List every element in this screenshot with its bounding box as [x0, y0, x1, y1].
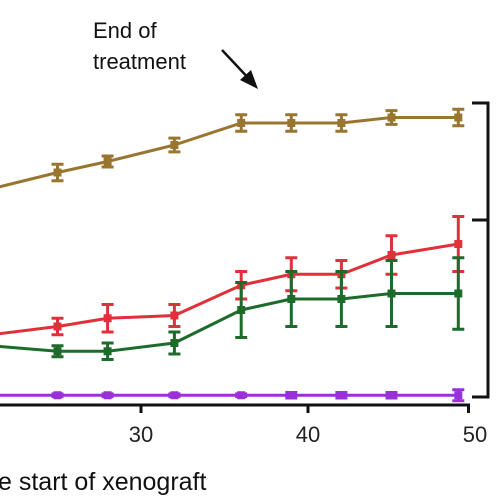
x-tick-label-40: 40	[296, 422, 320, 447]
series-4-point	[237, 391, 246, 400]
series-1-point	[454, 113, 463, 122]
series-3	[0, 256, 465, 361]
group-bracket	[472, 101, 490, 399]
series-2	[0, 215, 465, 337]
series-4-point	[53, 391, 62, 400]
annotation-arrowhead	[240, 70, 258, 89]
series-layer	[0, 107, 465, 403]
series-3-point	[237, 306, 246, 314]
series-1-point	[103, 157, 112, 166]
series-4	[0, 388, 465, 403]
series-1-point	[170, 141, 179, 149]
series-4-point	[170, 391, 179, 400]
series-2-point	[454, 240, 463, 248]
series-4-point	[287, 391, 296, 400]
series-2-point	[170, 311, 179, 320]
x-tick-label-50: 50	[463, 422, 487, 447]
series-3-point	[287, 295, 296, 303]
series-3-point	[454, 289, 463, 298]
series-4-point	[337, 391, 346, 400]
series-1-point	[387, 113, 396, 122]
end-of-treatment-annotation: End of treatment	[93, 18, 258, 89]
series-1-line	[0, 116, 459, 189]
series-1	[0, 107, 465, 189]
series-3-point	[170, 339, 179, 347]
x-axis-title: e start of xenograft	[0, 468, 207, 496]
series-4-point	[454, 391, 463, 400]
series-4-point	[387, 391, 396, 400]
series-2-point	[387, 251, 396, 259]
axes: 30 40 50	[0, 101, 490, 447]
annotation-layer: End of treatment	[93, 18, 258, 89]
series-3-point	[103, 347, 112, 356]
series-2-point	[53, 322, 62, 331]
series-1-point	[337, 119, 346, 127]
series-3-point	[387, 289, 396, 298]
series-3-point	[53, 347, 62, 356]
series-1-point	[53, 168, 62, 177]
series-1-point	[237, 119, 246, 127]
annotation-text-line-1: End of	[93, 18, 157, 43]
series-3-point	[337, 295, 346, 303]
annotation-text-line-2: treatment	[93, 49, 186, 74]
series-3-line	[0, 292, 459, 353]
series-4-point	[103, 391, 112, 400]
series-2-point	[103, 314, 112, 323]
series-1-point	[287, 119, 296, 127]
x-tick-label-30: 30	[129, 422, 153, 447]
